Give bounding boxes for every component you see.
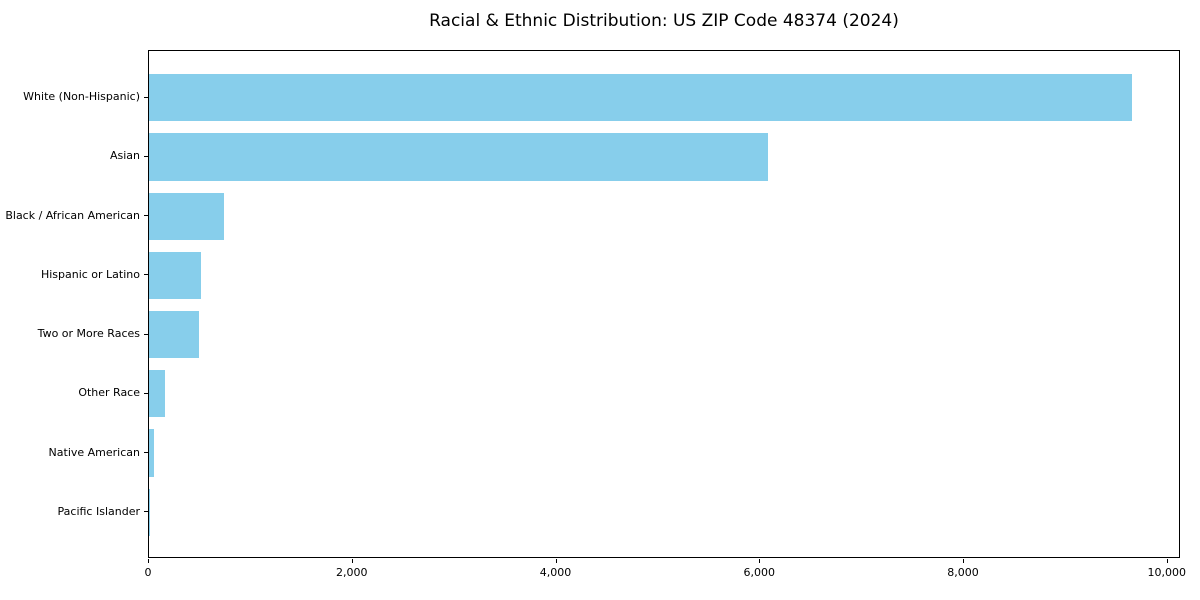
bar [149, 488, 150, 536]
y-tick-mark [144, 274, 148, 276]
x-tick-label: 10,000 [1147, 566, 1187, 579]
y-tick-label: Black / African American [5, 208, 140, 222]
y-tick-mark [144, 511, 148, 513]
y-tick-label: Asian [109, 149, 140, 163]
y-tick-label: Hispanic or Latino [40, 267, 140, 281]
bar [149, 429, 155, 477]
x-tick-mark [555, 559, 557, 563]
x-tick-mark [963, 559, 964, 563]
bar [149, 310, 199, 359]
y-tick-label: Pacific Islander [57, 504, 140, 518]
y-tick-label: Other Race [78, 386, 140, 400]
chart-title: Racial & Ethnic Distribution: US ZIP Cod… [429, 11, 899, 31]
bar [149, 133, 769, 181]
bar [149, 251, 201, 300]
x-tick-label: 0 [144, 566, 152, 579]
bar [149, 192, 225, 240]
y-tick-mark [144, 333, 148, 335]
x-tick-label: 8,000 [947, 566, 979, 579]
y-tick-mark [144, 392, 148, 394]
y-tick-label: White (Non-Hispanic) [23, 90, 140, 104]
bar [149, 370, 166, 418]
x-tick-mark [351, 559, 353, 563]
y-tick-label: Native American [48, 445, 140, 459]
x-tick-mark [148, 559, 149, 563]
x-tick-label: 6,000 [743, 566, 776, 579]
bar [149, 74, 1133, 122]
plot-area [148, 50, 1180, 558]
x-tick-label: 2,000 [336, 566, 368, 579]
x-tick-mark [759, 559, 761, 563]
y-tick-mark [144, 96, 148, 98]
x-tick-mark [1166, 559, 1168, 563]
y-tick-mark [144, 155, 148, 157]
y-tick-mark [144, 215, 148, 217]
y-tick-mark [144, 452, 148, 454]
x-tick-label: 4,000 [539, 566, 572, 579]
y-tick-label: Two or More Races [37, 327, 140, 341]
